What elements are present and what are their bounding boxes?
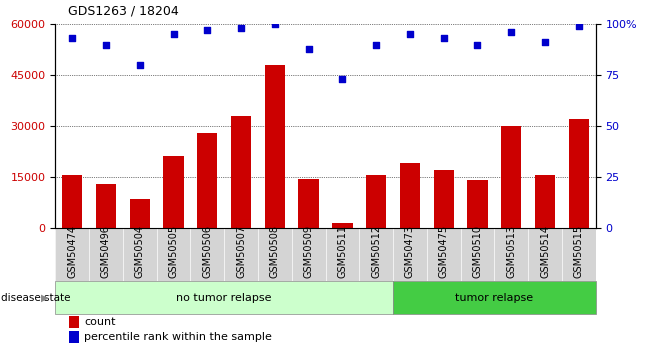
Point (236, 26, 246, 31)
Point (67, 36, 77, 41)
Point (371, 42, 381, 47)
Bar (96, 184, 116, 228)
Text: no tumor relapse: no tumor relapse (176, 293, 272, 303)
Bar (332, 223, 353, 228)
Point (405, 31, 415, 37)
Bar (434, 170, 454, 228)
Bar (467, 180, 488, 228)
Text: percentile rank within the sample: percentile rank within the sample (84, 332, 272, 342)
Bar (197, 133, 217, 228)
Bar (366, 175, 386, 228)
Bar (62, 175, 82, 228)
Text: ▶: ▶ (41, 293, 49, 303)
Bar (69, 315, 79, 328)
Bar (265, 65, 285, 228)
Text: GDS1263 / 18204: GDS1263 / 18204 (68, 4, 179, 17)
Point (303, 46, 314, 51)
Bar (535, 175, 555, 228)
Bar (163, 156, 184, 228)
Point (169, 31, 179, 37)
Text: count: count (84, 317, 115, 327)
Bar (69, 331, 79, 344)
Point (135, 62, 145, 68)
Point (540, 40, 550, 45)
Point (472, 42, 482, 47)
Point (202, 28, 212, 33)
Point (574, 23, 584, 29)
Point (337, 76, 348, 82)
Point (439, 36, 449, 41)
Text: tumor relapse: tumor relapse (455, 293, 533, 303)
Point (101, 42, 111, 47)
Bar (569, 119, 589, 228)
Text: disease state: disease state (1, 293, 70, 303)
Bar (299, 178, 319, 228)
Bar (130, 199, 150, 228)
Point (506, 30, 516, 35)
Point (270, 21, 280, 27)
Bar (501, 126, 521, 228)
Bar (400, 163, 420, 228)
Bar (231, 116, 251, 228)
